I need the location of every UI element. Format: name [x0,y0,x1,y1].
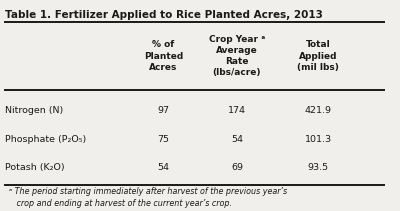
Text: Crop Year ᵃ
Average
Rate
(lbs/acre): Crop Year ᵃ Average Rate (lbs/acre) [209,35,265,77]
Text: 54: 54 [231,135,243,143]
Text: 101.3: 101.3 [304,135,332,143]
Text: Total
Applied
(mil lbs): Total Applied (mil lbs) [297,41,339,72]
Text: Potash (K₂O): Potash (K₂O) [5,163,65,172]
Text: % of
Planted
Acres: % of Planted Acres [144,41,183,72]
Text: 421.9: 421.9 [305,106,332,115]
Text: 174: 174 [228,106,246,115]
Text: 93.5: 93.5 [308,163,329,172]
Text: 97: 97 [158,106,170,115]
Text: 54: 54 [158,163,170,172]
Text: Phosphate (P₂O₅): Phosphate (P₂O₅) [5,135,86,143]
Text: 69: 69 [231,163,243,172]
Text: Table 1. Fertilizer Applied to Rice Planted Acres, 2013: Table 1. Fertilizer Applied to Rice Plan… [5,10,323,20]
Text: ᵃ The period starting immediately after harvest of the previous year’s
   crop a: ᵃ The period starting immediately after … [9,187,287,208]
Text: Nitrogen (N): Nitrogen (N) [5,106,64,115]
Text: 75: 75 [158,135,170,143]
